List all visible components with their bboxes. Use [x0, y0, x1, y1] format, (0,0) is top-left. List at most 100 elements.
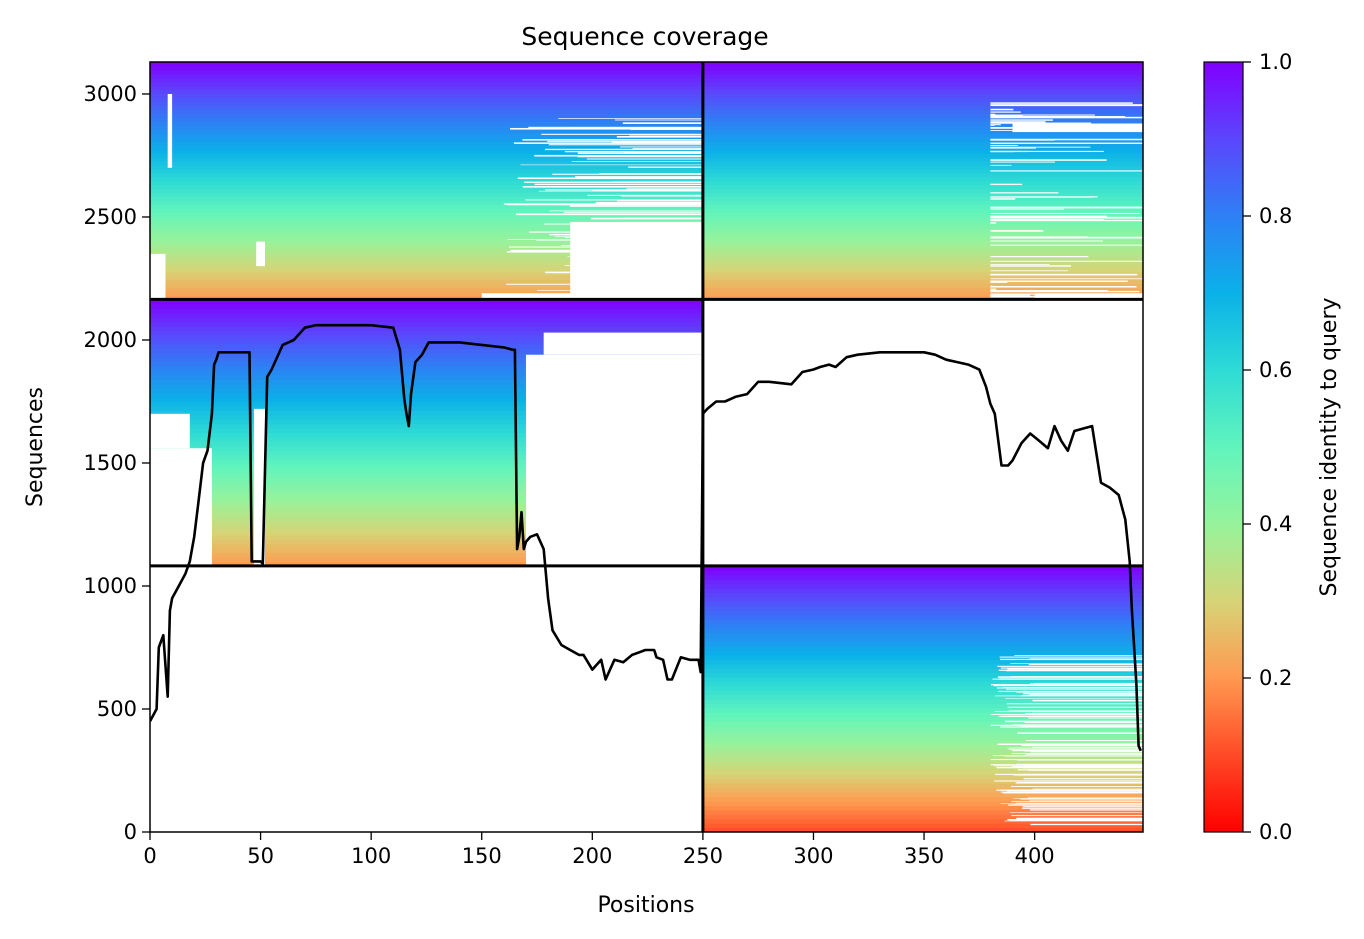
- block-band: [702, 636, 1143, 642]
- block-band: [150, 401, 703, 407]
- block-band: [702, 605, 1143, 611]
- block-band: [150, 263, 703, 269]
- block-band: [150, 212, 703, 217]
- block-band: [150, 326, 703, 332]
- block-band: [702, 89, 1143, 95]
- block-band: [702, 180, 1143, 186]
- coverage-gap: [990, 290, 1140, 293]
- block-band: [150, 204, 703, 209]
- block-band: [702, 216, 1143, 221]
- coverage-gap: [990, 244, 1143, 246]
- coverage-gap: [1015, 802, 1143, 804]
- block-band: [702, 623, 1143, 629]
- block-band: [702, 77, 1143, 83]
- colorbar-tick-label: 0.6: [1259, 358, 1292, 382]
- block-band: [150, 287, 703, 293]
- block-band: [150, 299, 703, 305]
- x-axis-ticks: 0 50 100 150 200 250 300 350 400: [143, 832, 1055, 868]
- block-top-left: [150, 62, 703, 300]
- x-tick-label: 400: [1015, 844, 1055, 868]
- coverage-gap: [990, 215, 1107, 218]
- block-band: [150, 109, 703, 115]
- coverage-gap: [616, 136, 703, 138]
- coverage-gap: [1012, 753, 1143, 755]
- block-band: [150, 441, 703, 447]
- coverage-gap: [990, 108, 1014, 111]
- coverage-gap: [167, 93, 173, 168]
- coverage-gap: [545, 189, 703, 191]
- y-tick-label: 0: [124, 820, 137, 844]
- block-band: [150, 370, 703, 376]
- coverage-gap: [522, 186, 703, 188]
- coverage-gap: [1028, 717, 1143, 719]
- coverage-gap: [1007, 668, 1143, 670]
- coverage-gap: [990, 121, 1046, 123]
- block-band: [150, 141, 703, 146]
- block-band: [702, 596, 1143, 602]
- block-bottom-right: [702, 565, 1143, 832]
- coverage-gap: [1006, 688, 1143, 690]
- x-tick-label: 350: [904, 844, 944, 868]
- block-band: [150, 224, 703, 229]
- block-band: [150, 164, 703, 170]
- coverage-gap: [1016, 763, 1143, 765]
- block-band: [702, 263, 1143, 269]
- coverage-gap: [1025, 713, 1143, 715]
- coverage-gap: [990, 164, 1012, 166]
- block-band: [702, 743, 1143, 749]
- block-band: [702, 125, 1143, 130]
- block-band: [702, 761, 1143, 767]
- coverage-gap: [990, 281, 1008, 283]
- x-tick-label: 150: [462, 844, 502, 868]
- coverage-gap: [990, 192, 1059, 194]
- block-band: [702, 149, 1143, 154]
- block-band: [150, 490, 703, 496]
- block-band: [702, 244, 1143, 249]
- coverage-gap: [1011, 815, 1143, 817]
- coverage-gap: [1029, 658, 1143, 659]
- block-band: [150, 499, 703, 505]
- coverage-gap: [150, 253, 166, 300]
- coverage-gap: [506, 283, 703, 285]
- coverage-gap: [1010, 786, 1143, 787]
- block-band: [702, 703, 1143, 709]
- coverage-gap: [990, 130, 1016, 131]
- block-band: [702, 734, 1143, 740]
- coverage-gap: [1002, 792, 1143, 794]
- coverage-gap: [620, 146, 703, 148]
- coverage-gap: [1023, 778, 1143, 780]
- block-band: [150, 220, 703, 225]
- coverage-gap: [1025, 740, 1143, 742]
- x-tick-label: 0: [143, 844, 156, 868]
- block-band: [702, 160, 1143, 166]
- coverage-gap: [990, 208, 1064, 210]
- block-band: [150, 73, 703, 79]
- coverage-gap: [534, 183, 703, 185]
- block-band: [150, 485, 703, 491]
- block-band: [150, 330, 703, 336]
- block-band: [702, 796, 1143, 802]
- coverage-gap: [535, 240, 703, 241]
- coverage-gap: [510, 127, 703, 130]
- coverage-gap: [990, 144, 1018, 146]
- coverage-gap: [630, 129, 703, 130]
- coverage-gap: [990, 264, 1050, 266]
- block-band: [150, 352, 703, 358]
- coverage-gap: [990, 119, 1053, 121]
- block-band: [702, 208, 1143, 213]
- block-band: [702, 176, 1143, 182]
- coverage-gap: [1017, 759, 1143, 761]
- block-band: [702, 641, 1143, 647]
- block-band: [150, 379, 703, 385]
- block-band: [150, 117, 703, 122]
- coverage-gap: [1008, 710, 1143, 711]
- block-band: [702, 614, 1143, 620]
- block-band: [150, 85, 703, 91]
- block-band: [150, 543, 703, 549]
- coverage-gap: [1021, 807, 1143, 809]
- block-band: [150, 180, 703, 186]
- block-band: [150, 275, 703, 281]
- block-band: [150, 89, 703, 95]
- block-band: [702, 212, 1143, 217]
- block-band: [150, 295, 703, 300]
